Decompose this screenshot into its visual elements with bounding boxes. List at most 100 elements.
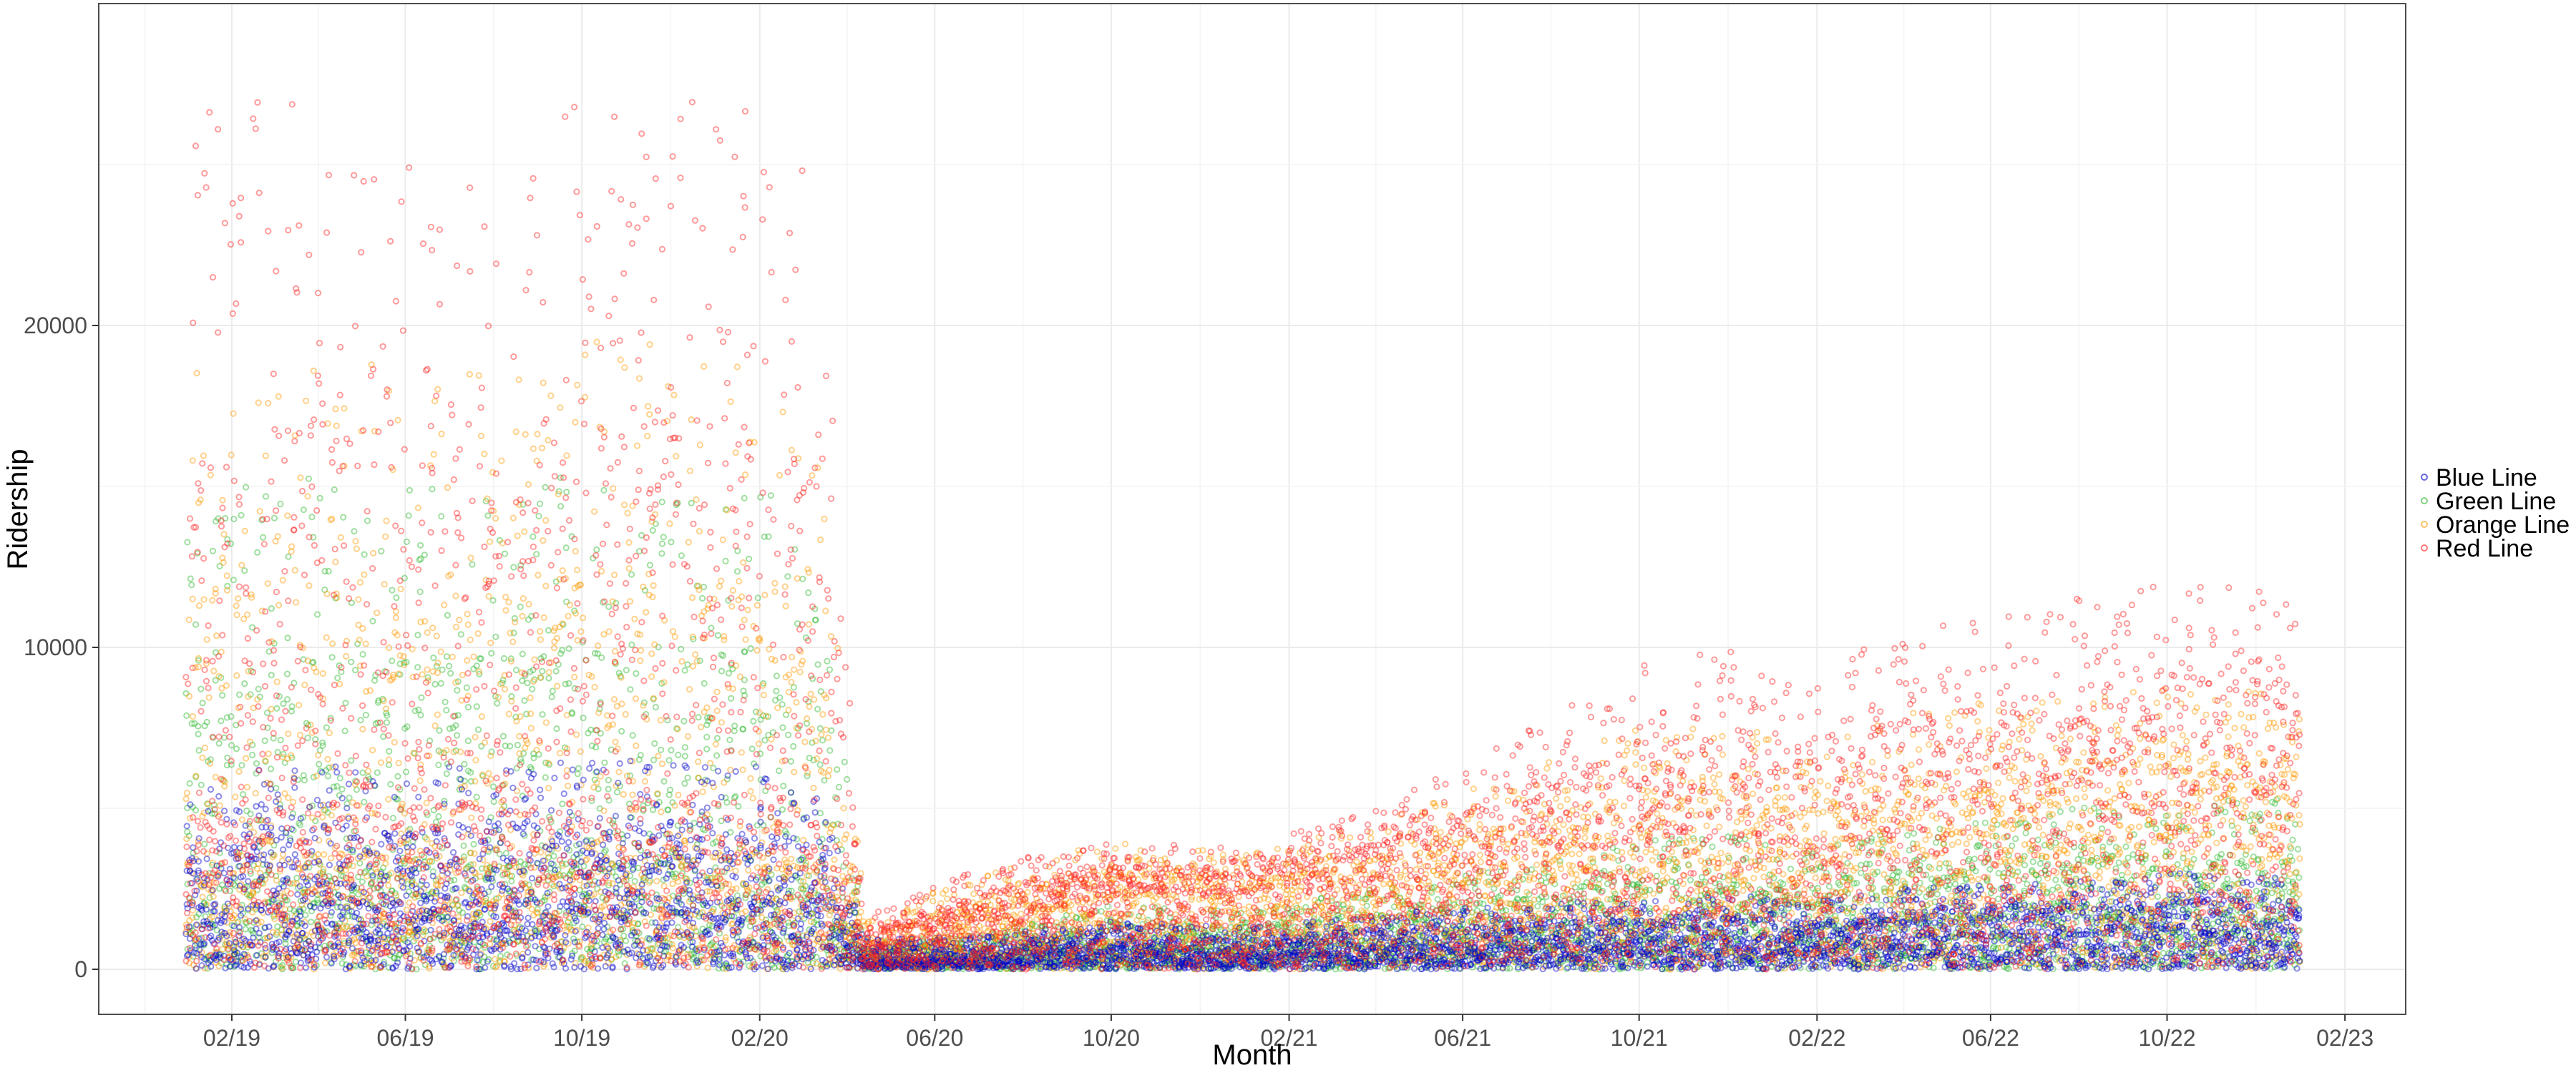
data-point [268, 949, 275, 956]
data-point [249, 751, 256, 759]
data-point [235, 928, 243, 935]
data-point [241, 680, 248, 687]
data-point [262, 758, 269, 765]
data-point [222, 941, 229, 948]
data-point [364, 938, 371, 945]
data-point [242, 926, 249, 933]
data-point [423, 911, 430, 918]
data-point [450, 957, 458, 964]
data-point [330, 783, 337, 790]
data-point [262, 493, 270, 500]
data-point [184, 828, 191, 836]
data-point [258, 876, 265, 883]
data-point [385, 871, 393, 878]
data-point [220, 777, 227, 784]
data-point [375, 931, 383, 938]
data-point [429, 868, 436, 876]
data-point [326, 941, 333, 949]
data-point [308, 918, 315, 926]
data-point [223, 762, 230, 769]
data-point [435, 761, 442, 769]
data-point [252, 906, 259, 913]
data-point [277, 500, 284, 508]
data-point [241, 567, 248, 574]
data-point [336, 920, 343, 927]
data-point [263, 709, 271, 717]
data-point [310, 773, 317, 781]
data-point [230, 881, 238, 888]
data-point [401, 725, 409, 732]
data-point [432, 818, 440, 825]
data-point [235, 952, 242, 959]
data-point [408, 965, 416, 972]
data-point [221, 903, 228, 911]
data-point [401, 937, 409, 944]
data-point [366, 955, 373, 962]
data-point [403, 659, 410, 666]
data-point [248, 926, 255, 934]
data-point [288, 754, 296, 761]
data-point [396, 785, 404, 793]
data-point [249, 741, 256, 749]
data-point [331, 921, 338, 928]
data-point [254, 549, 261, 556]
data-point [388, 939, 396, 946]
data-point [184, 946, 191, 953]
data-point [343, 923, 351, 931]
data-point [268, 605, 275, 612]
data-point [190, 953, 197, 960]
data-point [440, 961, 447, 969]
data-point [213, 949, 220, 956]
data-point [389, 657, 396, 665]
data-point [282, 896, 289, 903]
data-point [235, 849, 243, 856]
data-point [232, 875, 239, 882]
data-point [307, 903, 314, 911]
data-point [230, 577, 237, 584]
data-point [393, 920, 400, 927]
data-point [411, 707, 419, 715]
data-point [244, 944, 251, 951]
data-point [238, 901, 245, 908]
data-point [224, 754, 231, 761]
data-point [256, 877, 263, 884]
data-point [357, 926, 364, 934]
data-point [277, 736, 284, 744]
data-point [256, 693, 263, 700]
data-point [383, 923, 391, 931]
data-point [218, 959, 225, 967]
data-point [272, 958, 279, 965]
data-point [358, 962, 365, 970]
data-point [270, 913, 277, 920]
data-point [426, 942, 434, 949]
data-point [293, 921, 301, 929]
data-point [320, 881, 327, 888]
data-point [384, 712, 391, 720]
data-point [416, 557, 423, 564]
data-point [279, 966, 286, 973]
data-point [200, 900, 208, 907]
data-point [277, 963, 284, 970]
data-point [348, 757, 355, 764]
data-point [218, 717, 225, 725]
data-point [449, 939, 456, 946]
data-point [310, 900, 317, 907]
data-point [314, 891, 321, 898]
data-point [230, 963, 238, 971]
data-point [273, 705, 280, 712]
data-point [394, 773, 401, 780]
data-point [245, 820, 253, 828]
data-point [444, 913, 451, 921]
data-point [346, 846, 353, 853]
data-point [359, 769, 366, 776]
data-point [443, 930, 450, 937]
data-point [282, 940, 289, 947]
data-point [341, 940, 348, 947]
data-point [308, 851, 315, 858]
data-point [265, 866, 273, 873]
data-point [439, 913, 447, 921]
data-point [452, 951, 459, 959]
data-point [243, 484, 250, 491]
data-point [335, 898, 342, 906]
